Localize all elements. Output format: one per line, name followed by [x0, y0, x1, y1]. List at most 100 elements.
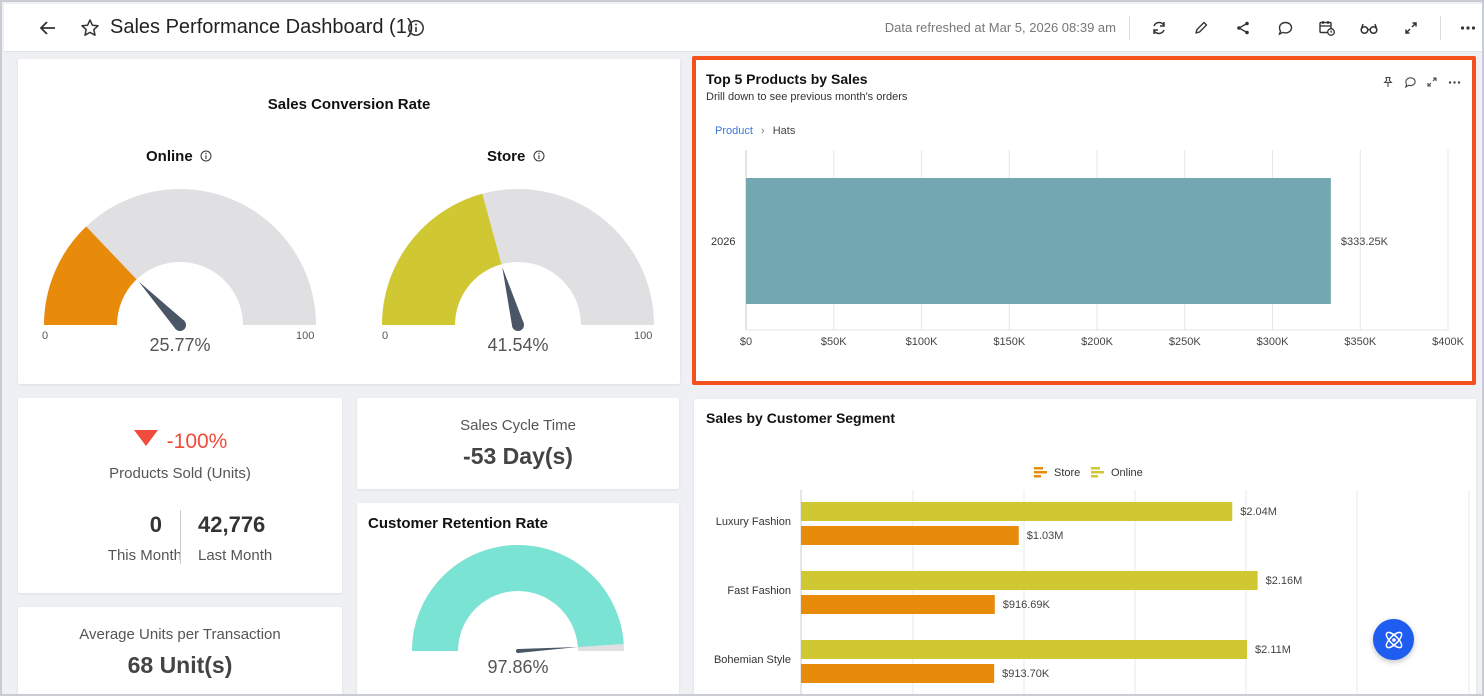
comment-icon[interactable] [1402, 74, 1418, 90]
breadcrumb: Product › Hats [715, 125, 795, 137]
breadcrumb-root[interactable]: Product [715, 125, 753, 137]
bar [746, 178, 1331, 304]
last-month-label: Last Month [198, 547, 273, 564]
data-label: $2.04M [1240, 506, 1277, 518]
pin-icon[interactable] [1380, 74, 1396, 90]
legend-swatch [1034, 475, 1041, 478]
info-icon[interactable] [533, 149, 545, 166]
x-tick-label: $250K [1169, 336, 1201, 348]
down-triangle-icon [133, 429, 159, 453]
gauge-fill [382, 193, 502, 325]
more-icon[interactable] [1446, 74, 1462, 90]
change-value: -100% [166, 430, 228, 453]
more-icon[interactable] [1456, 16, 1480, 40]
gauge-value-retention: 97.86% [487, 657, 549, 677]
gauge-store[interactable] [382, 189, 654, 331]
info-icon[interactable] [200, 149, 212, 166]
bar-store [801, 526, 1019, 545]
legend-swatch [1091, 467, 1100, 470]
conversion-gauges [44, 189, 654, 331]
breadcrumb-current: Hats [772, 125, 796, 137]
x-tick-label: $100K [906, 336, 938, 348]
gauge-label-text: Store [487, 148, 526, 165]
toolbar-divider [1440, 16, 1441, 40]
x-tick-label: $50K [821, 336, 847, 348]
gauge-label-store: Store [487, 148, 545, 166]
gauge-fill [412, 545, 624, 651]
glasses-icon[interactable] [1357, 16, 1381, 40]
expand-icon[interactable] [1424, 74, 1440, 90]
legend-item-store: Store [1034, 467, 1080, 479]
gauge-max-label: 100 [634, 330, 653, 342]
customer-retention-card[interactable]: Customer Retention Rate 97.86% [357, 503, 679, 696]
gauge-needle-hub [516, 649, 520, 653]
gauge-max-label: 100 [296, 330, 315, 342]
card-title: Sales Conversion Rate [267, 96, 431, 113]
this-month-value: 0 [149, 512, 162, 537]
gauge-needle [517, 646, 578, 653]
card-title: Top 5 Products by Sales [706, 71, 868, 87]
expand-icon[interactable] [1399, 16, 1423, 40]
page-title: Sales Performance Dashboard (1) [110, 16, 414, 38]
data-label: $916.69K [1003, 599, 1051, 611]
bar-online [801, 640, 1248, 659]
refresh-timestamp: Data refreshed at Mar 5, 2026 08:39 am [884, 20, 1116, 35]
sales-conversion-card[interactable]: Sales Conversion Rate Online Store 0 100… [18, 59, 680, 384]
bar-store [801, 595, 995, 614]
share-icon[interactable] [1231, 16, 1255, 40]
gauge-value-store: 41.54% [487, 335, 549, 355]
retention-gauge[interactable] [357, 503, 679, 696]
segment-bar-chart: Store Online Luxury Fashion $2.04M $1.03M Fas… [714, 467, 1470, 694]
y-tick-label: Fast Fashion [727, 585, 791, 597]
x-tick-label: $150K [993, 336, 1025, 348]
schedule-icon[interactable] [1315, 16, 1339, 40]
gauge-online[interactable] [44, 189, 316, 331]
bar-online [801, 502, 1233, 521]
x-tick-label: $300K [1257, 336, 1289, 348]
products-sold-change: -100% [18, 429, 342, 454]
gauge-label-text: Online [146, 148, 193, 165]
products-sold-card[interactable]: -100% Products Sold (Units) 0 This Month… [18, 398, 342, 593]
legend-swatch [1091, 471, 1104, 474]
gauge-value-online: 25.77% [149, 335, 211, 355]
legend-swatch [1034, 471, 1047, 474]
sales-cycle-card[interactable]: Sales Cycle Time -53 Day(s) [357, 398, 679, 489]
data-label: $2.11M [1255, 644, 1291, 656]
top-bar: Sales Performance Dashboard (1) Data ref… [4, 4, 1482, 52]
bar-store [801, 664, 995, 683]
last-month-value: 42,776 [198, 512, 266, 537]
legend-swatch [1034, 467, 1043, 470]
legend-label: Online [1111, 467, 1143, 479]
info-icon[interactable] [404, 16, 428, 40]
gauge-needle-hub [174, 319, 186, 331]
gauge-fill [44, 226, 137, 325]
legend-label: Store [1054, 467, 1080, 479]
x-tick-label: $350K [1344, 336, 1376, 348]
legend-item-online: Online [1091, 467, 1143, 479]
chevron-right-icon: › [760, 125, 765, 137]
ai-assistant-button[interactable] [1373, 619, 1414, 660]
toolbar-divider [1129, 16, 1130, 40]
top5-products-card[interactable]: Top 5 Products by Sales Drill down to se… [692, 56, 1476, 385]
atom-icon [1385, 631, 1402, 648]
x-tick-label: $200K [1081, 336, 1113, 348]
comment-icon[interactable] [1273, 16, 1297, 40]
back-arrow-icon[interactable] [36, 16, 60, 40]
edit-icon[interactable] [1189, 16, 1213, 40]
star-icon[interactable] [78, 16, 102, 40]
y-tick-label: 2026 [711, 236, 735, 248]
card-subtitle: Drill down to see previous month's order… [706, 91, 908, 103]
x-tick-label: $400K [1432, 336, 1464, 348]
kpi-label: Sales Cycle Time [460, 417, 576, 434]
divider [180, 510, 181, 564]
top5-bar-chart: $0 $50K $100K $150K $200K $250K $300K $350K $400… [711, 150, 1465, 348]
avg-units-card[interactable]: Average Units per Transaction 68 Unit(s) [18, 607, 342, 694]
x-tick-label: $0 [740, 336, 752, 348]
gauge-needle [138, 281, 185, 330]
customer-segment-card[interactable]: Sales by Customer Segment Store Online Lux… [694, 399, 1476, 694]
data-label: $913.70K [1002, 668, 1050, 680]
bar-online [801, 571, 1258, 590]
refresh-icon[interactable] [1147, 16, 1171, 40]
y-tick-label: Bohemian Style [714, 654, 791, 666]
